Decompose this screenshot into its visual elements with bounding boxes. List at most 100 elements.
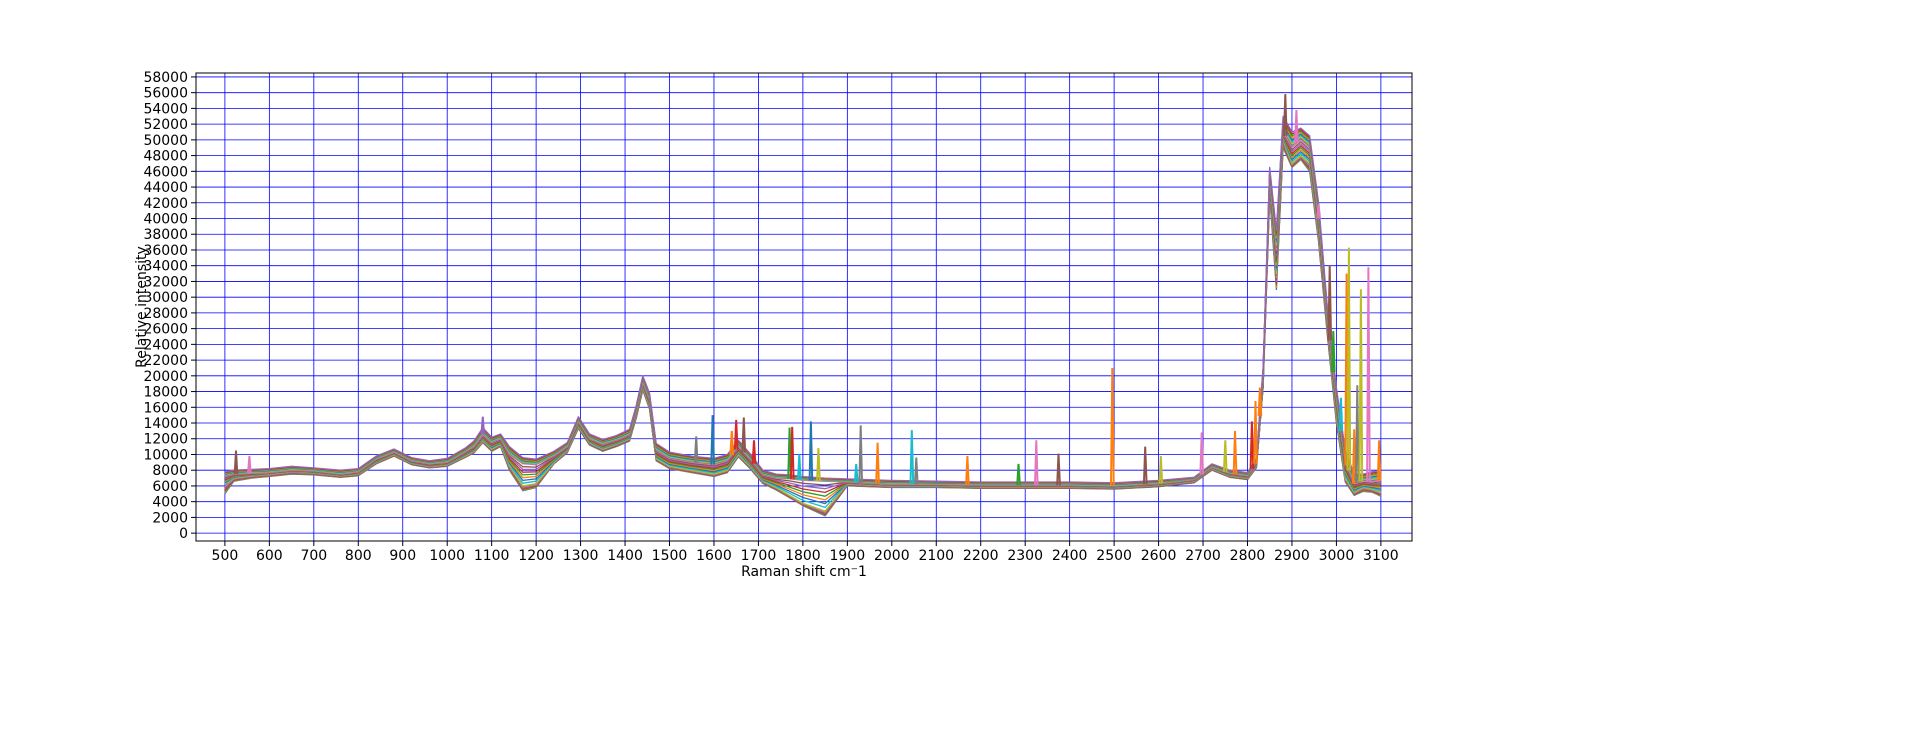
plot-frame: [195, 72, 1413, 542]
spectrum-spike: [1338, 397, 1344, 431]
y-tick-label: 40000: [143, 212, 188, 228]
y-tick-label: 46000: [143, 164, 188, 180]
y-tick-label: 56000: [143, 86, 188, 102]
y-tick-label: 34000: [143, 259, 188, 275]
y-tick-label: 12000: [143, 432, 188, 448]
spectrum-spike: [1283, 94, 1288, 136]
spectrum-spike: [710, 415, 715, 465]
spectrum-spike: [1331, 330, 1336, 372]
x-tick-label: 2400: [1052, 548, 1088, 564]
x-tick-label: 1900: [830, 548, 866, 564]
spectrum-spike: [1199, 432, 1204, 475]
spectrum-spike: [808, 421, 814, 481]
y-tick-label: 44000: [143, 180, 188, 196]
x-tick-label: 3000: [1319, 548, 1355, 564]
spectrum-spike: [751, 440, 757, 464]
y-tick-label: 32000: [143, 274, 188, 290]
x-tick-label: 2100: [918, 548, 954, 564]
spectrum-spike: [247, 456, 252, 474]
x-tick-label: 2300: [1007, 548, 1043, 564]
x-tick-label: 600: [256, 548, 283, 564]
spectrum-spike: [1142, 446, 1148, 485]
spectrum-spike: [729, 430, 735, 456]
spectrum-spike: [853, 463, 859, 483]
x-tick-label: 2000: [874, 548, 910, 564]
y-tick-label: 10000: [143, 447, 188, 463]
x-tick-label: 2800: [1230, 548, 1266, 564]
x-tick-label: 1600: [696, 548, 732, 564]
y-tick-label: 50000: [143, 133, 188, 149]
spectrum-spike: [1346, 247, 1352, 471]
spectrum-spike: [733, 419, 739, 450]
spectrum-spike: [858, 425, 863, 483]
spectrum-spike: [1110, 367, 1115, 486]
y-tick-label: 8000: [152, 463, 188, 479]
y-tick-label: 38000: [143, 227, 188, 243]
x-tick-label: 1000: [429, 548, 465, 564]
x-tick-label: 800: [345, 548, 372, 564]
y-tick-label: 22000: [143, 353, 188, 369]
spectrum-spike: [1327, 265, 1333, 341]
y-tick-label: 14000: [143, 416, 188, 432]
spectrum-spike: [1253, 400, 1258, 464]
x-tick-label: 2700: [1185, 548, 1221, 564]
spectrum-spike: [1366, 267, 1371, 482]
x-tick-label: 1800: [785, 548, 821, 564]
x-tick-label: 1200: [518, 548, 554, 564]
y-tick-label: 2000: [152, 510, 188, 526]
spectrum-spike: [1222, 440, 1228, 472]
spectrum-spike: [1034, 440, 1039, 486]
spectrum-spike: [1158, 456, 1164, 484]
x-tick-label: 500: [212, 548, 239, 564]
y-tick-label: 4000: [152, 495, 188, 511]
x-axis-ticks: 500 600 700 800 900 1000 1100 1200 1300 1400 1500 1…: [212, 541, 1399, 564]
y-tick-label: 18000: [143, 385, 188, 401]
y-tick-label: 26000: [143, 322, 188, 338]
spectrum-spike: [693, 436, 699, 463]
spectrum-spike: [789, 426, 795, 480]
spectrum-spike: [909, 430, 915, 485]
spectrum-spike: [1358, 289, 1364, 482]
spectrum-spike: [875, 442, 880, 484]
x-tick-label: 1400: [607, 548, 643, 564]
spike-layer: [233, 94, 1382, 486]
y-tick-label: 58000: [143, 70, 188, 86]
y-tick-label: 24000: [143, 337, 188, 353]
spectrum-spike: [741, 417, 747, 453]
y-axis-title: Relative intensity: [134, 246, 150, 368]
spectrum-spike: [480, 416, 486, 435]
spectrum-spike: [797, 454, 802, 481]
x-axis-title: Raman shift cm⁻1: [741, 564, 867, 580]
x-tick-label: 1100: [474, 548, 510, 564]
x-tick-label: 1300: [563, 548, 599, 564]
x-tick-label: 2500: [1096, 548, 1132, 564]
spectrum-spike: [965, 456, 970, 485]
spectrum-spike: [1351, 429, 1357, 484]
spectrum-spike: [233, 450, 239, 475]
y-tick-label: 30000: [143, 290, 188, 306]
y-tick-label: 16000: [143, 400, 188, 416]
x-tick-label: 2200: [963, 548, 999, 564]
spectrum-spike: [1016, 463, 1021, 486]
y-tick-label: 54000: [143, 101, 188, 117]
y-axis-ticks: 0200040006000800010000120001400016000180…: [143, 70, 196, 542]
x-tick-label: 2600: [1141, 548, 1177, 564]
x-tick-label: 2900: [1274, 548, 1310, 564]
x-tick-label: 900: [389, 548, 416, 564]
spectrum-spike: [1355, 385, 1360, 483]
spectrum-spike: [1376, 440, 1382, 481]
spectrum-spike: [1294, 109, 1299, 144]
y-tick-label: 42000: [143, 196, 188, 212]
series-layer: [224, 115, 1382, 517]
x-tick-label: 700: [300, 548, 327, 564]
x-tick-label: 1700: [741, 548, 777, 564]
y-tick-label: 48000: [143, 149, 188, 165]
y-tick-label: 52000: [143, 117, 188, 133]
y-tick-label: 6000: [152, 479, 188, 495]
spectrum-line: [224, 115, 1382, 484]
y-tick-label: 28000: [143, 306, 188, 322]
spectrum-spike: [1232, 430, 1238, 475]
spectrum-spike: [1316, 204, 1321, 219]
